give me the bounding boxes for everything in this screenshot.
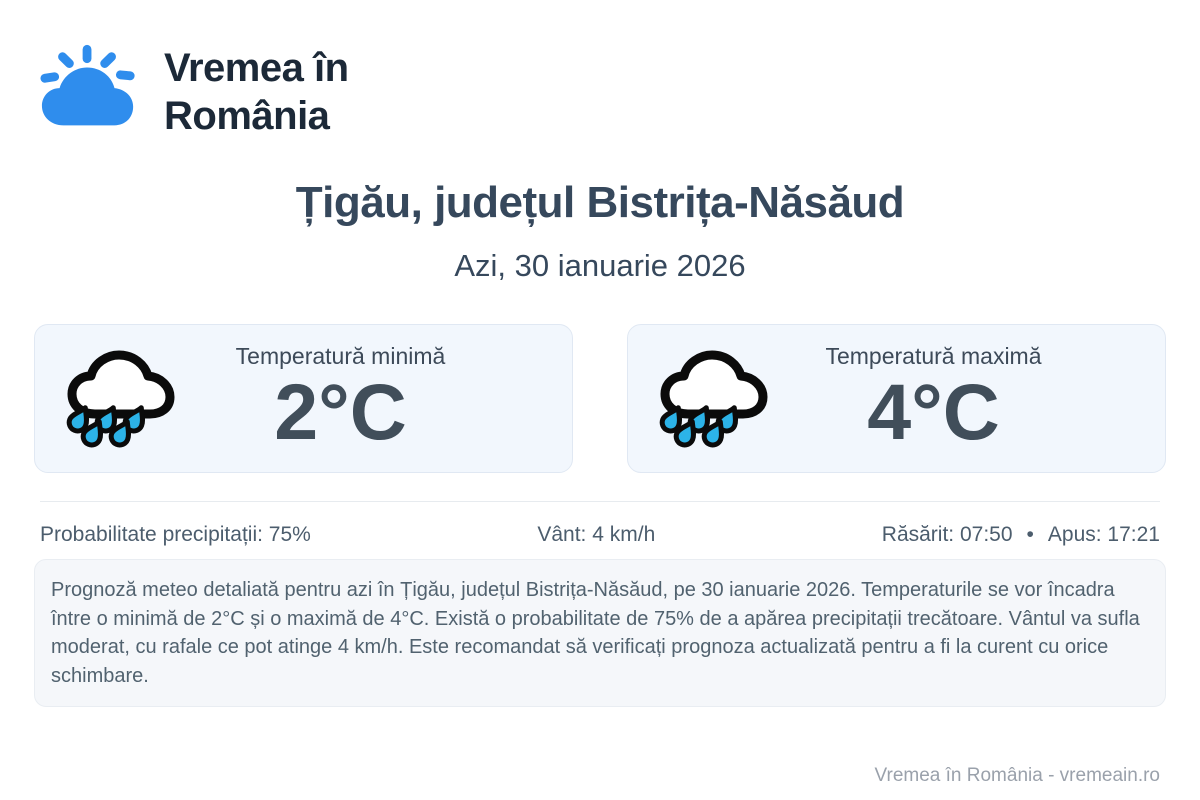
max-temperature-info: Temperatură maximă 4°C xyxy=(774,343,1155,451)
rain-cloud-icon xyxy=(61,342,181,456)
stats-row: Probabilitate precipitații: 75% Vânt: 4 … xyxy=(40,523,1160,547)
precipitation-stat: Probabilitate precipitații: 75% xyxy=(40,523,311,546)
logo-line-1: Vremea în xyxy=(164,46,349,90)
min-temperature-info: Temperatură minimă 2°C xyxy=(181,343,562,451)
sun-times-stat: Răsărit: 07:50 • Apus: 17:21 xyxy=(882,523,1160,547)
date-subtitle: Azi, 30 ianuarie 2026 xyxy=(454,248,746,283)
bullet-separator: • xyxy=(1026,523,1034,546)
sunrise-stat: Răsărit: 07:50 xyxy=(881,523,1013,546)
sunset-stat: Apus: 17:21 xyxy=(1047,523,1160,546)
footer-credit: Vremea în România - vremeain.ro xyxy=(874,765,1160,786)
site-logo-text: Vremea în România xyxy=(164,44,349,140)
site-logo[interactable]: Vremea în România xyxy=(38,0,349,144)
min-temperature-card: Temperatură minimă 2°C xyxy=(34,324,573,473)
stats-divider xyxy=(40,501,1160,502)
rain-cloud-icon xyxy=(654,342,774,456)
forecast-summary: Prognoză meteo detaliată pentru azi în Ț… xyxy=(34,559,1166,707)
min-temperature-value: 2°C xyxy=(274,366,407,456)
max-temperature-card: Temperatură maximă 4°C xyxy=(627,324,1166,473)
wind-stat: Vânt: 4 km/h xyxy=(537,523,656,546)
temperature-cards: Temperatură minimă 2°C Temperatură maxim… xyxy=(34,324,1166,473)
min-temperature-label: Temperatură minimă xyxy=(235,342,446,369)
cloud-sun-logo-icon xyxy=(38,40,140,144)
logo-line-2: România xyxy=(164,94,330,138)
page-title: Țigău, județul Bistrița-Năsăud xyxy=(295,178,905,227)
max-temperature-value: 4°C xyxy=(867,366,1000,456)
max-temperature-label: Temperatură maximă xyxy=(825,342,1042,369)
